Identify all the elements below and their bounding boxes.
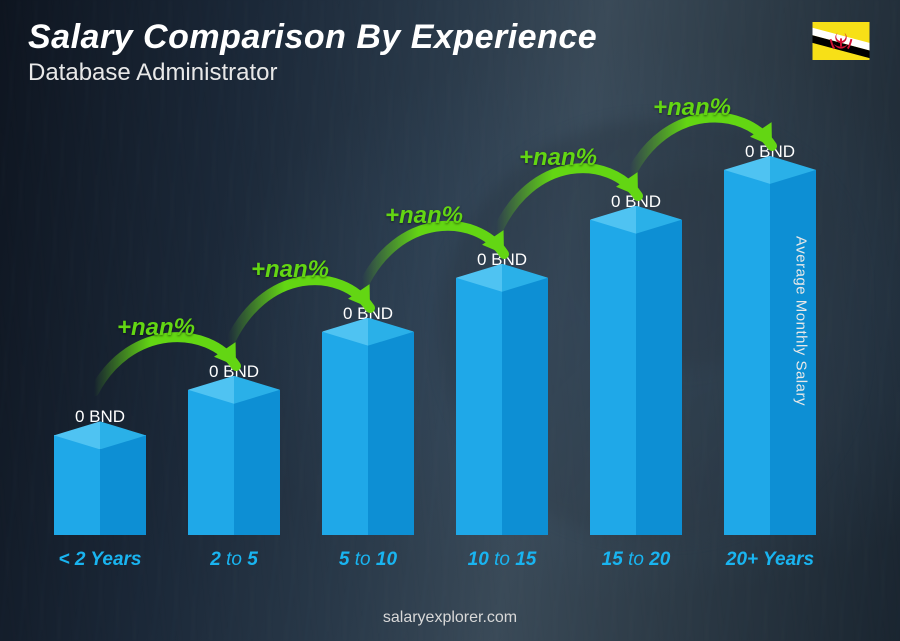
bar	[456, 278, 548, 535]
bar	[590, 220, 682, 535]
bar-slot: 0 BND	[710, 120, 830, 535]
bar-front-face	[590, 220, 682, 535]
pct-change-label: +nan%	[251, 256, 329, 284]
bar-front-face	[456, 278, 548, 535]
bar	[188, 390, 280, 535]
pct-change-label: +nan%	[653, 94, 731, 122]
pct-change-label: +nan%	[519, 144, 597, 172]
category-label: 5 to 10	[308, 549, 428, 571]
y-axis-label: Average Monthly Salary	[793, 236, 810, 406]
bar	[54, 435, 146, 535]
category-label: < 2 Years	[40, 549, 160, 571]
bar	[322, 332, 414, 535]
pct-change-label: +nan%	[117, 314, 195, 342]
bar-front-face	[54, 435, 146, 535]
category-label: 10 to 15	[442, 549, 562, 571]
bar-slot: 0 BND	[442, 120, 562, 535]
category-label: 2 to 5	[174, 549, 294, 571]
category-axis: < 2 Years 2 to 5 5 to 10 10 to 15 15 to 20 20…	[40, 549, 830, 571]
bars-container: 0 BND0 BND0 BND0 BND0 BND0 BND+nan%+nan%…	[40, 120, 830, 535]
bar-chart: 0 BND0 BND0 BND0 BND0 BND0 BND+nan%+nan%…	[40, 120, 830, 571]
bar-slot: 0 BND	[308, 120, 428, 535]
category-label: 15 to 20	[576, 549, 696, 571]
bar-front-face	[322, 332, 414, 535]
bar-front-face	[188, 390, 280, 535]
footer-attribution: salaryexplorer.com	[0, 609, 900, 627]
pct-change-label: +nan%	[385, 202, 463, 230]
category-label: 20+ Years	[710, 549, 830, 571]
chart-subtitle: Database Administrator	[28, 59, 872, 87]
bar-slot: 0 BND	[576, 120, 696, 535]
header: Salary Comparison By Experience Database…	[28, 18, 872, 87]
brunei-flag-icon	[812, 22, 870, 60]
chart-title: Salary Comparison By Experience	[28, 18, 872, 57]
